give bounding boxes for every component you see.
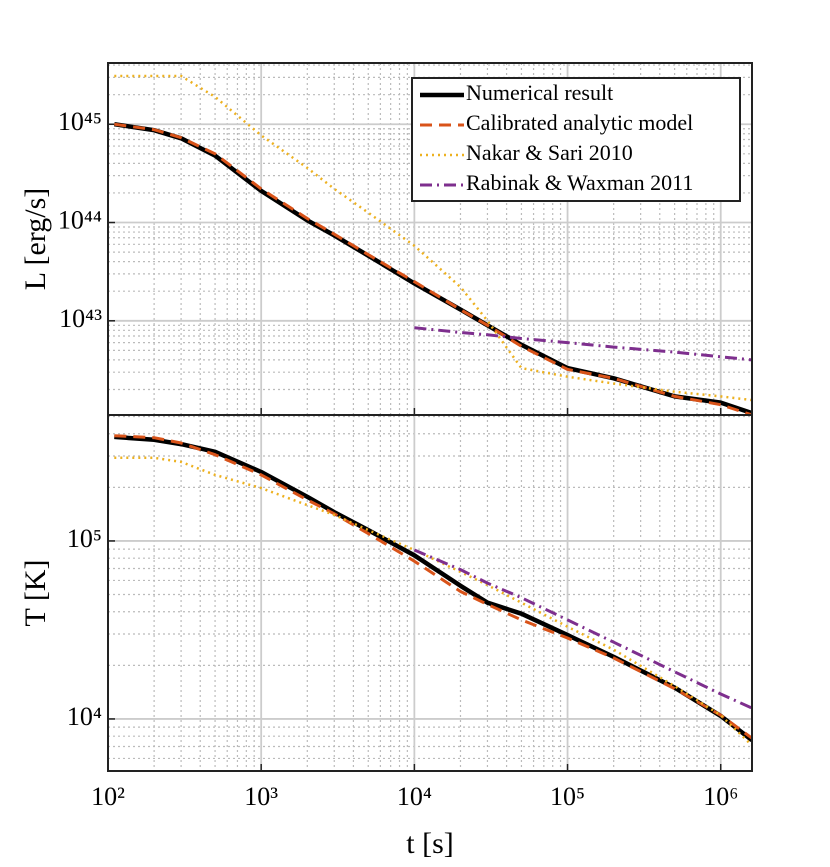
- x-tick-label: 10²: [91, 782, 125, 811]
- y-tick-label: 10⁴³: [59, 304, 102, 333]
- series-line: [114, 456, 752, 747]
- series-line: [114, 434, 752, 742]
- x-tick-label: 10⁴: [397, 782, 432, 811]
- plot-area: [114, 434, 752, 747]
- series-line: [114, 74, 752, 402]
- y-axis-label: T [K]: [19, 560, 52, 627]
- y-tick-label: 10⁴⁴: [58, 205, 102, 234]
- series-line: [114, 434, 752, 740]
- x-axis-label: t [s]: [406, 827, 454, 860]
- x-tick-label: 10⁶: [703, 782, 738, 811]
- y-axis-label: L [erg/s]: [19, 188, 52, 290]
- plot-area: [113, 74, 752, 415]
- legend-label: Calibrated analytic model: [466, 110, 693, 135]
- x-tick-label: 10⁵: [550, 782, 585, 811]
- series-line: [114, 122, 752, 415]
- y-tick-label: 10⁴: [67, 702, 102, 731]
- legend-label: Nakar & Sari 2010: [466, 140, 633, 165]
- series-line: [414, 326, 752, 362]
- axes-frame: [107, 414, 753, 772]
- legend-box: [411, 77, 741, 202]
- x-tick-label: 10³: [244, 782, 278, 811]
- legend-label: Rabinak & Waxman 2011: [466, 170, 693, 195]
- y-tick-label: 10⁴⁵: [58, 107, 102, 136]
- legend-label: Numerical result: [466, 80, 613, 105]
- series-line: [413, 548, 752, 710]
- y-tick-label: 10⁵: [67, 524, 102, 553]
